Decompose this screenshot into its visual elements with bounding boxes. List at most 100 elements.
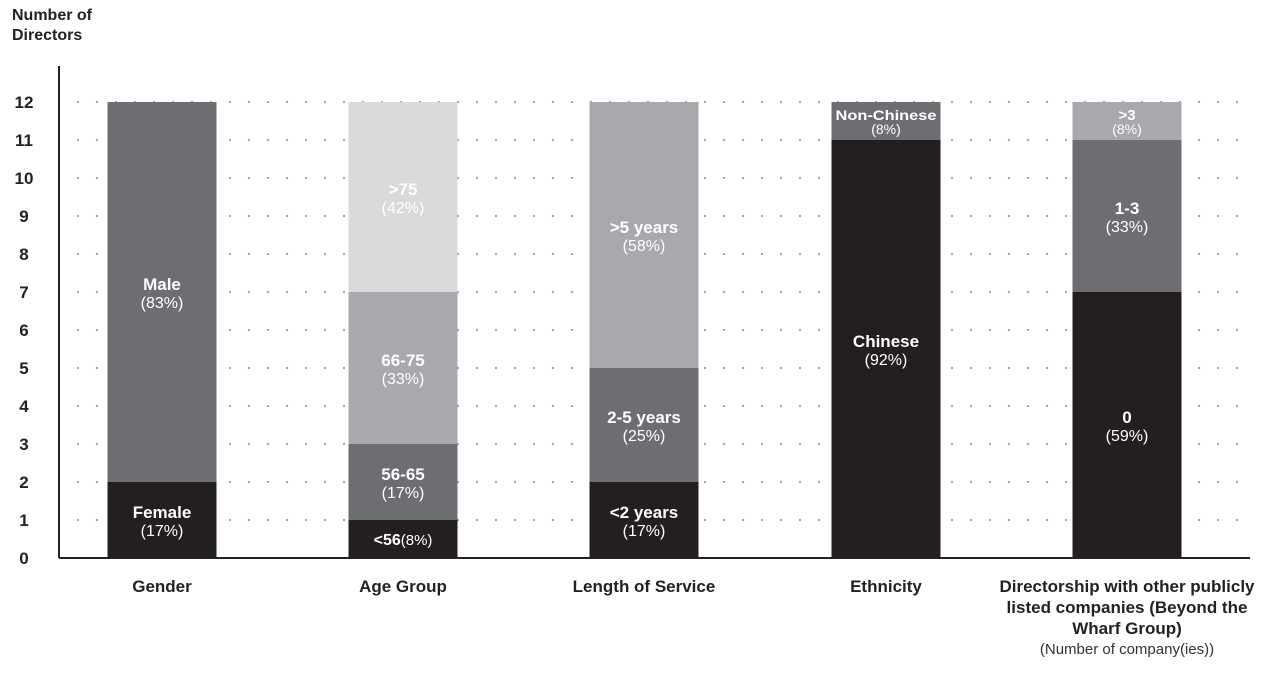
grid-dot [1045, 176, 1049, 180]
grid-dot [950, 328, 954, 332]
grid-dot [76, 518, 80, 522]
y-tick-label: 7 [19, 283, 28, 302]
grid-dot [76, 290, 80, 294]
grid-dot [95, 214, 99, 218]
grid-dot [304, 366, 308, 370]
grid-dot [722, 518, 726, 522]
segment-percent: (17%) [623, 523, 666, 540]
grid-dot [76, 138, 80, 142]
grid-dot [1235, 404, 1239, 408]
grid-dot [266, 252, 270, 256]
grid-dot [285, 100, 289, 104]
grid-dot [722, 328, 726, 332]
segment-label: 66-75 [381, 351, 424, 370]
grid-dot [1216, 100, 1220, 104]
grid-dot [1064, 176, 1068, 180]
grid-dot [1197, 214, 1201, 218]
grid-dot [760, 404, 764, 408]
grid-dot [304, 138, 308, 142]
segment-percent: (83%) [141, 295, 184, 312]
grid-dot [950, 138, 954, 142]
grid-dot [247, 328, 251, 332]
grid-dot [722, 138, 726, 142]
segment-percent: (42%) [382, 200, 425, 217]
grid-dot [760, 442, 764, 446]
grid-dot [513, 176, 517, 180]
grid-dot [969, 518, 973, 522]
grid-dot [703, 366, 707, 370]
grid-dot [760, 100, 764, 104]
grid-dot [779, 518, 783, 522]
grid-dot [1026, 290, 1030, 294]
grid-dot [950, 176, 954, 180]
grid-dot [95, 100, 99, 104]
grid-dot [323, 480, 327, 484]
grid-dot [722, 214, 726, 218]
grid-dot [798, 290, 802, 294]
grid-dot [76, 480, 80, 484]
grid-dot [228, 518, 232, 522]
grid-dot [1235, 366, 1239, 370]
grid-dot [988, 480, 992, 484]
grid-dot [95, 176, 99, 180]
grid-dot [1045, 404, 1049, 408]
grid-dot [1007, 214, 1011, 218]
grid-dot [475, 404, 479, 408]
grid-dot [1216, 138, 1220, 142]
grid-dot [1007, 480, 1011, 484]
grid-dot [228, 404, 232, 408]
grid-dot [494, 518, 498, 522]
grid-dot [798, 404, 802, 408]
grid-dot [532, 100, 536, 104]
bar-segment [348, 292, 458, 444]
y-tick-label: 3 [19, 435, 28, 454]
grid-dot [285, 176, 289, 180]
grid-dot [1026, 100, 1030, 104]
grid-dot [817, 214, 821, 218]
grid-dot [551, 518, 555, 522]
grid-dot [798, 214, 802, 218]
y-tick-label: 2 [19, 473, 28, 492]
grid-dot [475, 138, 479, 142]
grid-dot [969, 366, 973, 370]
grid-dot [228, 138, 232, 142]
grid-dot [266, 176, 270, 180]
grid-dot [1064, 290, 1068, 294]
grid-dot [1235, 100, 1239, 104]
grid-dot [532, 176, 536, 180]
grid-dot [817, 100, 821, 104]
grid-dot [703, 290, 707, 294]
grid-dot [304, 442, 308, 446]
grid-dot [760, 176, 764, 180]
grid-dot [798, 176, 802, 180]
grid-dot [1045, 138, 1049, 142]
grid-dot [228, 480, 232, 484]
grid-dot [285, 480, 289, 484]
grid-dot [513, 214, 517, 218]
grid-dot [1007, 252, 1011, 256]
grid-dot [1235, 480, 1239, 484]
grid-dot [741, 176, 745, 180]
grid-dot [1216, 176, 1220, 180]
grid-dot [247, 290, 251, 294]
grid-dot [551, 404, 555, 408]
grid-dot [1197, 176, 1201, 180]
grid-dot [950, 252, 954, 256]
grid-dot [703, 252, 707, 256]
grid-dot [532, 138, 536, 142]
grid-dot [304, 214, 308, 218]
grid-dot [969, 176, 973, 180]
grid-dot [76, 366, 80, 370]
axes [58, 66, 1250, 559]
grid-dot [323, 404, 327, 408]
category-label: Age Group [303, 576, 503, 597]
segment-label: <2 years [610, 503, 679, 522]
grid-dot [1216, 366, 1220, 370]
bar-segment [1072, 292, 1182, 558]
segment-label: 1-3 [1115, 199, 1140, 218]
grid-dot [285, 290, 289, 294]
grid-dot [494, 176, 498, 180]
grid-dot [969, 328, 973, 332]
